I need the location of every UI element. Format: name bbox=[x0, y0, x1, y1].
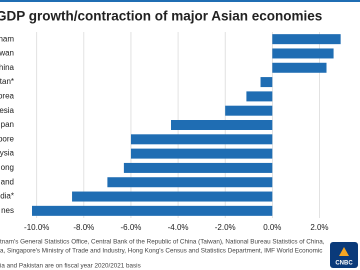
y-tick-label: nes bbox=[1, 206, 14, 215]
y-tick-label: pan bbox=[1, 120, 14, 129]
bar bbox=[72, 191, 273, 202]
bar bbox=[32, 205, 273, 216]
logo-text: CNBC bbox=[335, 261, 353, 267]
source-line: tnam's General Statistics Office, Centra… bbox=[0, 239, 325, 246]
y-tick-label: ysia bbox=[0, 149, 15, 158]
logo: CNBC bbox=[330, 242, 358, 268]
x-tick-label: 0.0% bbox=[263, 223, 281, 232]
bar bbox=[107, 177, 273, 188]
x-tick-label: -6.0% bbox=[121, 223, 142, 232]
y-tick-label: tan* bbox=[0, 77, 14, 86]
bar bbox=[272, 48, 334, 59]
y-tick-label: hina bbox=[0, 63, 15, 72]
plot: -10.0% -8.0% -6.0% -4.0% -2.0% 0.0% 2.0% nam wan… bbox=[0, 32, 341, 232]
bar bbox=[171, 120, 273, 130]
bar bbox=[272, 62, 327, 73]
y-tick-label: ong bbox=[1, 163, 14, 172]
logo-icon bbox=[339, 247, 349, 256]
bar bbox=[130, 148, 273, 159]
source-line: a, Singapore's Ministry of Trade and Ind… bbox=[0, 248, 322, 255]
source-line: ia and Pakistan are on fiscal year 2020/… bbox=[0, 263, 141, 270]
bar bbox=[260, 77, 273, 88]
x-tick-label: -4.0% bbox=[168, 223, 189, 232]
chart-title: GDP growth/contraction of major Asian ec… bbox=[0, 9, 322, 24]
bar bbox=[272, 34, 341, 45]
bar bbox=[246, 91, 273, 102]
x-tick-label: -8.0% bbox=[73, 223, 94, 232]
y-tick-label: esia bbox=[0, 106, 15, 115]
bar bbox=[123, 162, 273, 173]
y-tick-label: orea bbox=[0, 91, 15, 100]
y-tick-label: nam bbox=[0, 34, 14, 43]
x-tick-label: -2.0% bbox=[215, 223, 236, 232]
x-tick-label: -10.0% bbox=[24, 223, 49, 232]
top-rule bbox=[0, 0, 360, 2]
y-tick-label: pore bbox=[0, 134, 15, 143]
y-tick-label: dia* bbox=[0, 192, 14, 201]
bar bbox=[225, 105, 273, 116]
y-tick-label: wan bbox=[0, 49, 14, 58]
y-tick-label: and bbox=[1, 177, 14, 186]
bar bbox=[130, 134, 273, 145]
x-tick-label: 2.0% bbox=[310, 223, 328, 232]
